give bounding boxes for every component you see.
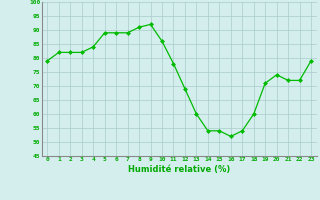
X-axis label: Humidité relative (%): Humidité relative (%) <box>128 165 230 174</box>
